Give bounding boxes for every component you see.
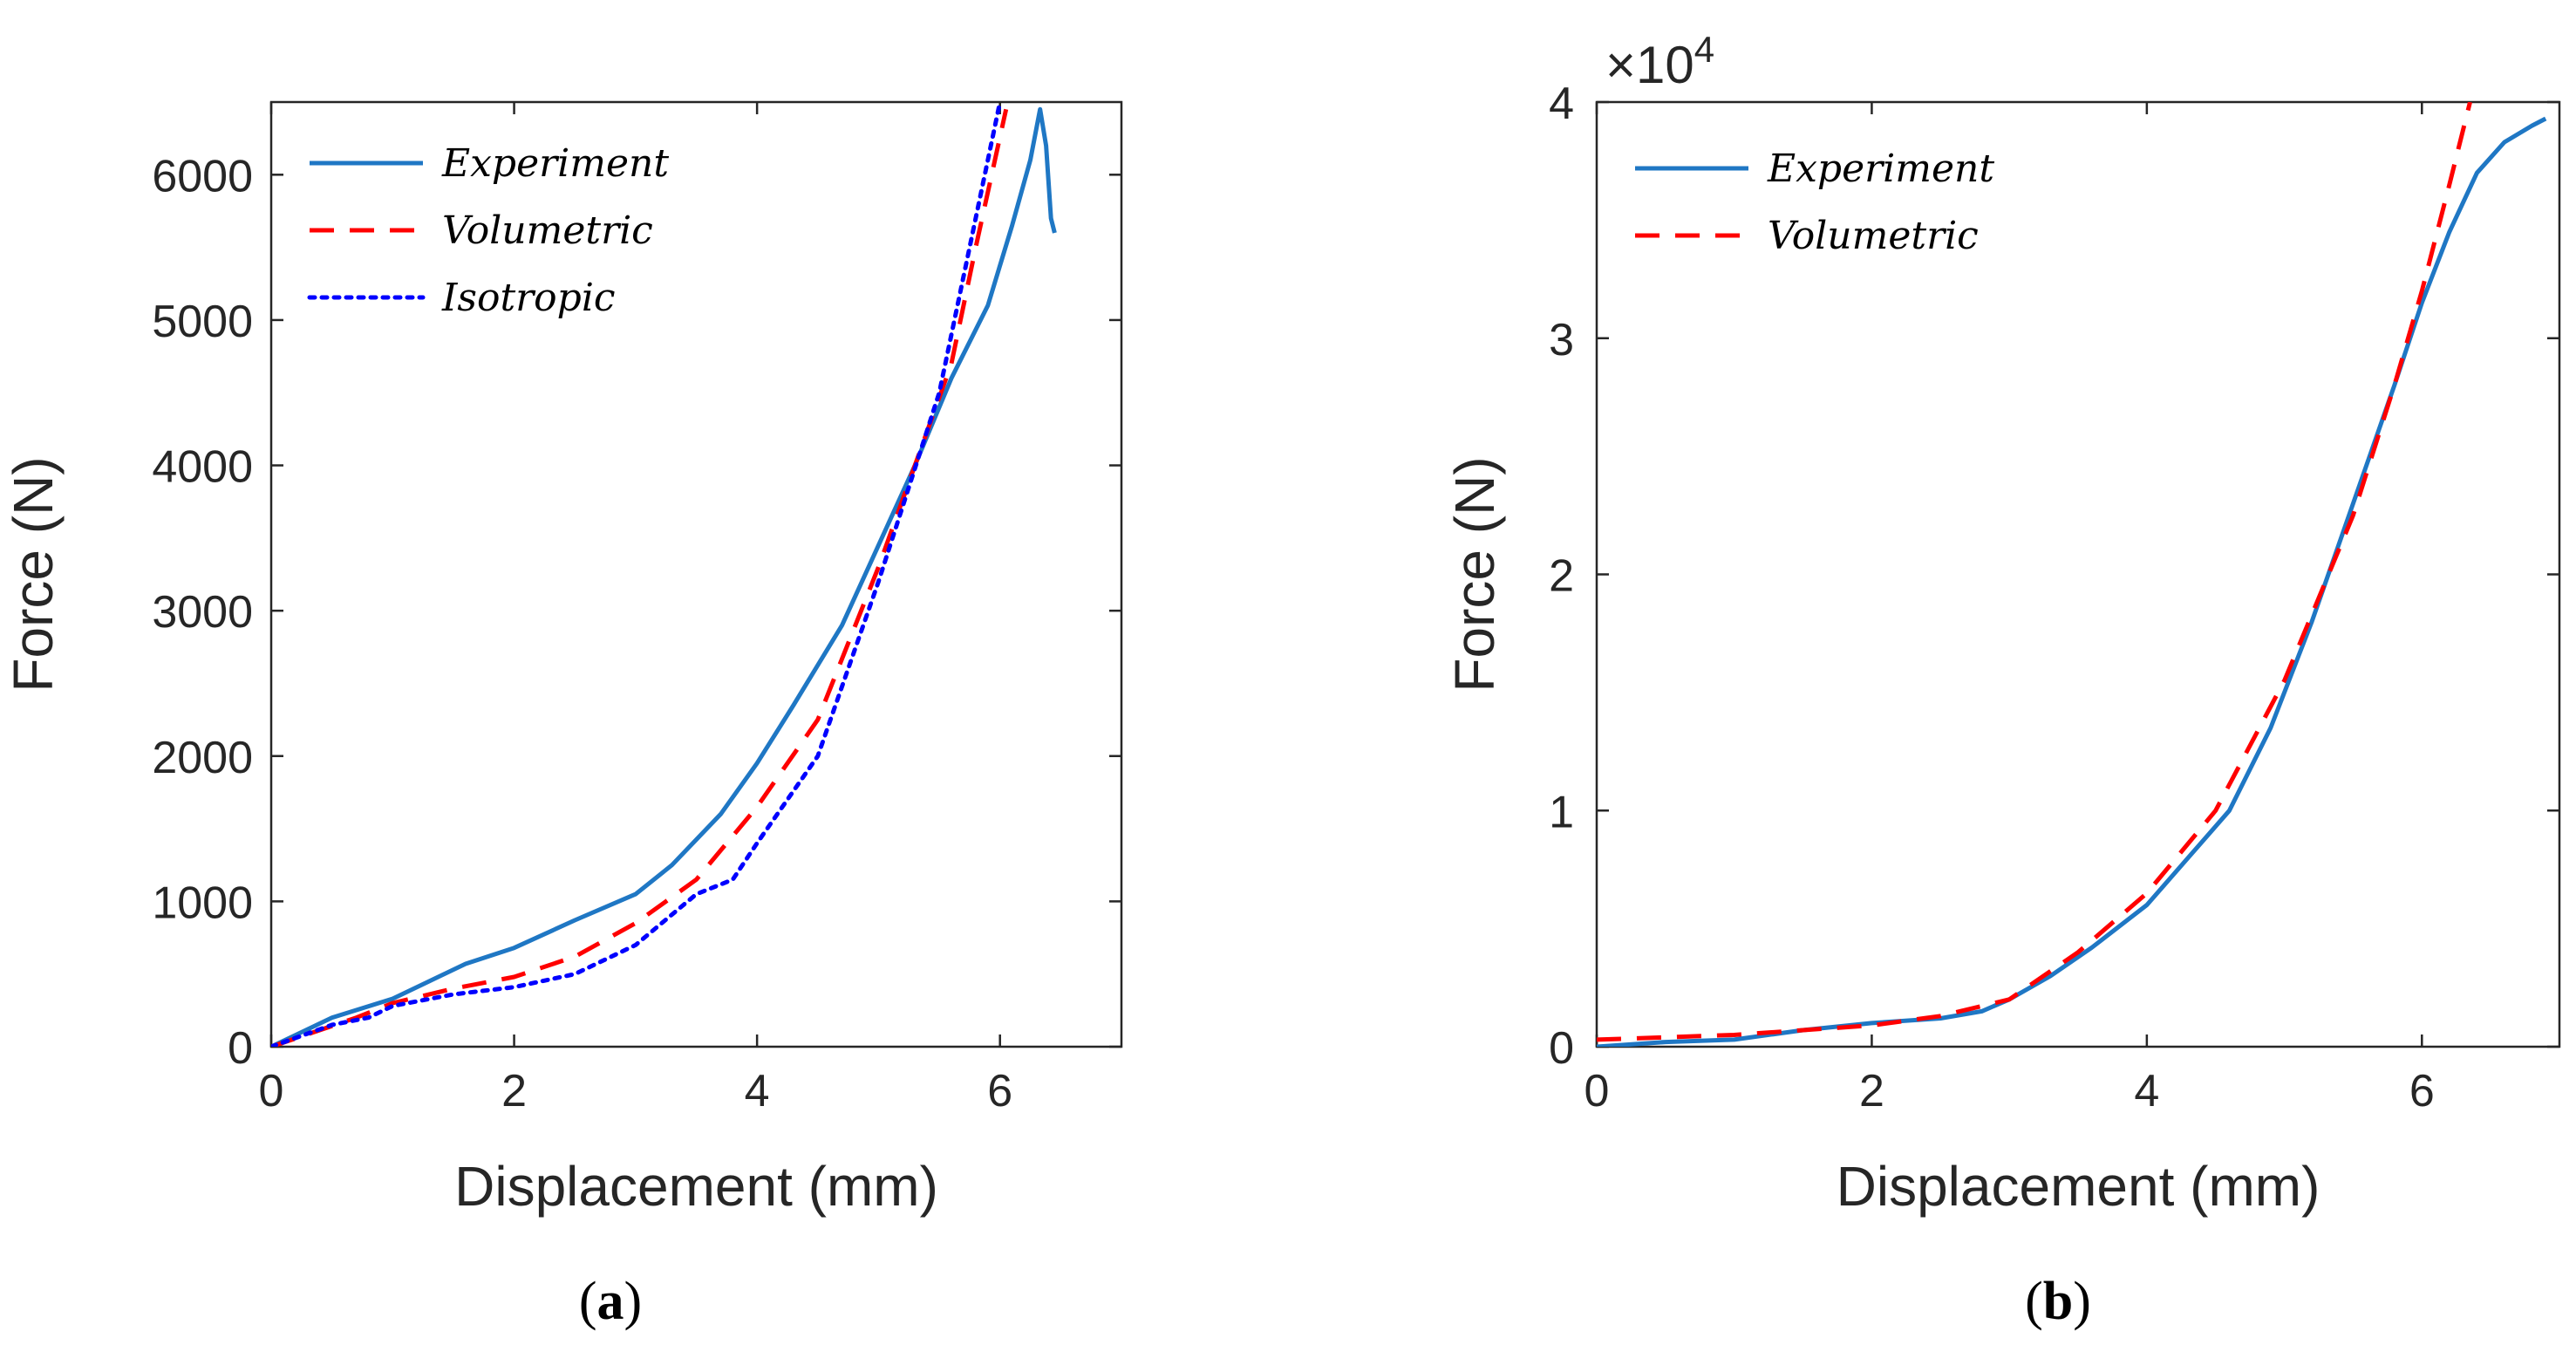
y-axis-title: Force (N) (1443, 456, 1506, 692)
y-tick-label: 2 (1549, 551, 1574, 602)
plot-area-frame (269, 100, 1123, 1048)
legend-label-volumetric: Volumetric (1768, 214, 1979, 258)
chart-panel-b: 0 2 4 6 0 1 2 3 4 ×104 Displacement (mm) Force (N) (… (1443, 29, 2561, 1331)
panel-label: (b) (2025, 1272, 2091, 1331)
y-tick-label: 6000 (152, 151, 253, 201)
plot-area-frame (1595, 100, 2561, 1048)
x-tick-label: 4 (745, 1066, 770, 1116)
x-axis-title: Displacement (mm) (454, 1155, 938, 1218)
chart-panel-a: 0 2 4 6 0 1000 2000 3000 4000 5000 6000 Displacemen… (2, 100, 1123, 1331)
x-tick-label: 0 (1584, 1066, 1610, 1116)
y-tick-label: 3000 (152, 587, 253, 638)
series-line-isotropic (271, 102, 1003, 1047)
y-axis-multiplier: ×104 (1605, 29, 1714, 94)
series-line-volumetric (1597, 102, 2472, 1042)
y-tick-label: 2000 (152, 733, 253, 783)
x-tick-label: 2 (501, 1066, 527, 1116)
y-tick-label: 3 (1549, 315, 1574, 365)
x-tick-label: 6 (2409, 1066, 2435, 1116)
x-tick-label: 4 (2134, 1066, 2159, 1116)
series-line-experiment (271, 106, 1057, 1047)
y-axis-title: Force (N) (2, 456, 65, 692)
y-tick-label: 4000 (152, 442, 253, 493)
y-tick-label: 4 (1549, 79, 1574, 129)
legend-label-experiment: Experiment (441, 141, 669, 186)
y-tick-label: 5000 (152, 297, 253, 347)
y-tick-label: 0 (1549, 1023, 1574, 1074)
panel-label: (a) (579, 1272, 642, 1331)
x-tick-label: 6 (987, 1066, 1012, 1116)
y-tick-label: 0 (228, 1023, 253, 1074)
x-tick-label: 0 (259, 1066, 284, 1116)
legend-label-isotropic: Isotropic (441, 276, 616, 320)
x-axis-title: Displacement (mm) (1837, 1155, 2320, 1218)
x-tick-label: 2 (1859, 1066, 1884, 1116)
y-tick-label: 1000 (152, 877, 253, 928)
y-tick-label: 1 (1549, 787, 1574, 837)
legend-label-volumetric: Volumetric (442, 208, 653, 253)
legend-label-experiment: Experiment (1767, 147, 1994, 191)
